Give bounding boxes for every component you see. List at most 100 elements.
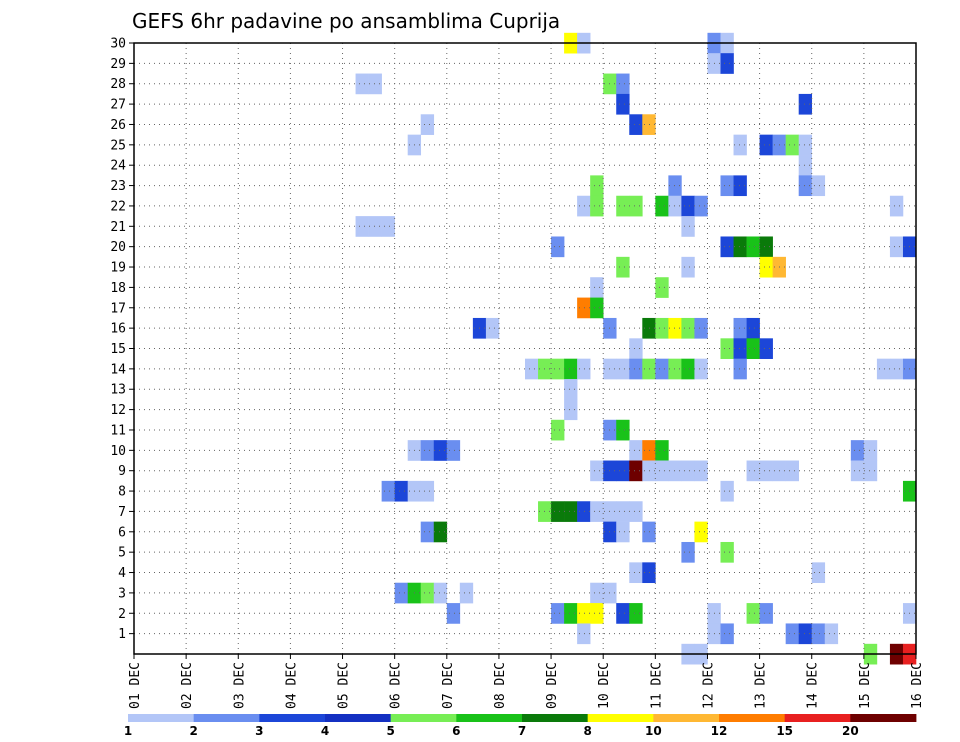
heatmap-cell xyxy=(681,317,695,339)
colorbar-label: 6 xyxy=(452,724,460,738)
x-tick-label: 09 DEC xyxy=(545,662,560,709)
colorbar-segment xyxy=(850,714,917,722)
y-tick-label: 9 xyxy=(118,464,126,479)
y-tick-label: 4 xyxy=(118,566,126,581)
x-tick-label: 10 DEC xyxy=(597,662,612,709)
heatmap-cell xyxy=(798,175,813,197)
colorbar-label: 10 xyxy=(645,724,662,738)
heatmap-cell xyxy=(629,603,643,624)
heatmap-cell xyxy=(889,195,904,217)
heatmap-cell xyxy=(629,338,643,359)
heatmap-cell xyxy=(694,521,708,543)
heatmap-cell xyxy=(850,460,865,482)
heatmap-cell xyxy=(616,93,630,115)
colorbar-label: 2 xyxy=(189,724,197,738)
heatmap-cell xyxy=(720,623,734,645)
heatmap-cell xyxy=(420,440,435,461)
heatmap-cell xyxy=(368,73,382,95)
colorbar-segment xyxy=(259,714,326,722)
heatmap-cell xyxy=(459,582,474,604)
colorbar-label: 3 xyxy=(255,724,263,738)
heatmap-cell xyxy=(590,460,604,482)
heatmap-cell xyxy=(720,480,734,502)
y-tick-label: 21 xyxy=(110,220,126,235)
heatmap-cell xyxy=(577,297,591,319)
heatmap-cell xyxy=(616,501,630,522)
heatmap-cell xyxy=(889,358,904,380)
heatmap-cell xyxy=(551,501,565,522)
heatmap-cell xyxy=(355,216,369,237)
heatmap-cell xyxy=(798,623,813,645)
heatmap-cell xyxy=(811,623,826,645)
heatmap-cell xyxy=(668,460,682,482)
heatmap-cell xyxy=(811,562,826,584)
heatmap-cell xyxy=(655,358,669,380)
heatmap-cell xyxy=(733,358,747,380)
heatmap-cell xyxy=(785,623,799,645)
heatmap-cell xyxy=(564,501,578,522)
y-tick-label: 19 xyxy=(110,261,126,276)
heatmap-cell xyxy=(759,256,773,278)
y-tick-label: 8 xyxy=(118,485,126,500)
heatmap-cell xyxy=(485,317,500,339)
heatmap-cell xyxy=(759,603,773,624)
heatmap-cell xyxy=(681,195,695,217)
heatmap-cell xyxy=(655,195,669,217)
colorbar-label: 7 xyxy=(518,724,526,738)
heatmap-cell xyxy=(876,358,891,380)
heatmap-cell xyxy=(642,562,656,584)
heatmap-cell xyxy=(642,317,656,339)
colorbar-segment xyxy=(390,714,457,722)
heatmap-cell xyxy=(590,297,604,319)
heatmap-cell xyxy=(355,73,369,95)
x-tick-label: 07 DEC xyxy=(441,662,456,709)
x-tick-label: 14 DEC xyxy=(806,662,821,709)
heatmap-cell xyxy=(616,358,630,380)
y-tick-label: 17 xyxy=(110,301,126,316)
colorbar-segment xyxy=(193,714,260,722)
colorbar-label: 12 xyxy=(711,724,728,738)
heatmap-cell xyxy=(733,134,747,156)
heatmap-cell xyxy=(616,419,630,441)
heatmap-cell xyxy=(785,134,799,156)
heatmap-cell xyxy=(629,114,643,135)
y-tick-label: 16 xyxy=(110,322,126,337)
heatmap-cell xyxy=(629,440,643,461)
heatmap-cell xyxy=(577,358,591,380)
heatmap-cell xyxy=(720,53,734,74)
cells-layer xyxy=(355,32,917,665)
heatmap-cell xyxy=(642,440,656,461)
colorbar-segment xyxy=(456,714,523,722)
x-axis-ticks: 01 DEC 02 DEC 03 DEC 04 DEC 05 DEC 06 DEC 07 D… xyxy=(128,654,925,709)
heatmap-cell xyxy=(863,460,878,482)
heatmap-cell xyxy=(590,501,604,522)
heatmap-cell xyxy=(616,603,630,624)
heatmap-cell xyxy=(694,195,708,217)
x-tick-label: 08 DEC xyxy=(493,662,508,709)
heatmap-cell xyxy=(616,460,630,482)
y-tick-label: 3 xyxy=(118,586,126,601)
heatmap-cell xyxy=(720,541,734,563)
heatmap-cell xyxy=(420,521,435,543)
heatmap-cell xyxy=(759,236,773,258)
heatmap-cell xyxy=(811,175,826,197)
x-tick-label: 11 DEC xyxy=(649,662,664,709)
grid-layer xyxy=(134,43,916,654)
y-tick-label: 29 xyxy=(110,57,126,72)
heatmap-cell xyxy=(629,358,643,380)
heatmap-cell xyxy=(590,603,604,624)
heatmap-cell xyxy=(746,236,760,258)
colorbar-label: 20 xyxy=(842,724,859,738)
heatmap-cell xyxy=(759,460,773,482)
heatmap-cell xyxy=(785,460,799,482)
heatmap-cell xyxy=(642,358,656,380)
heatmap-cell xyxy=(850,440,865,461)
heatmap-cell xyxy=(798,155,813,176)
heatmap-cell xyxy=(616,256,630,278)
heatmap-cell xyxy=(420,114,435,135)
heatmap-cell xyxy=(694,460,708,482)
heatmap-cell xyxy=(446,440,461,461)
x-tick-label: 04 DEC xyxy=(284,662,299,709)
colorbar-label: 8 xyxy=(583,724,591,738)
colorbar-segment xyxy=(784,714,851,722)
